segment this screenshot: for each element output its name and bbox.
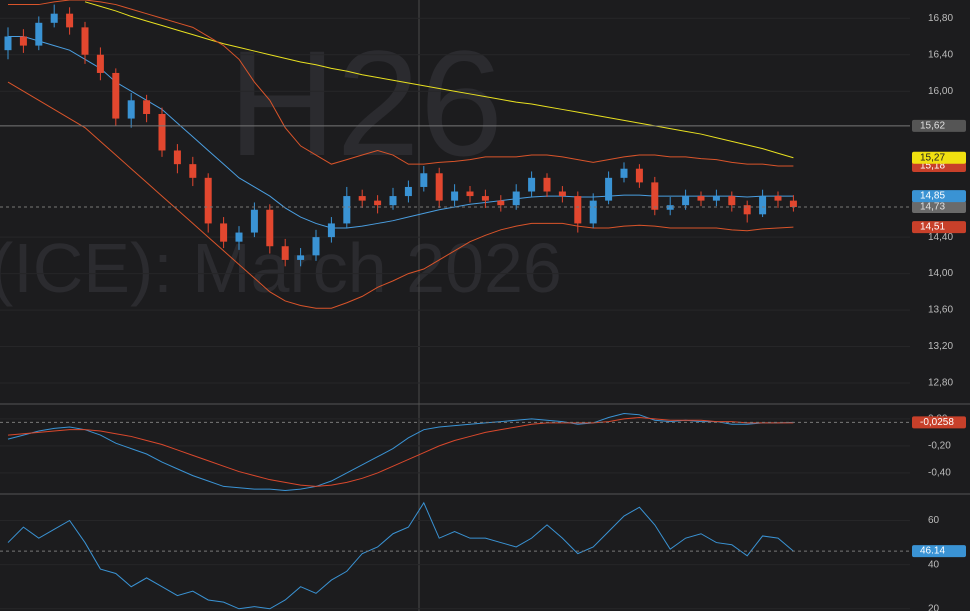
watermark: (ICE): March 2026 bbox=[0, 229, 562, 307]
candle-body bbox=[173, 150, 181, 165]
candle-body bbox=[605, 177, 613, 201]
candle-body bbox=[127, 100, 135, 119]
y-tick-label: 13,20 bbox=[928, 341, 953, 352]
price-marker-label: 14,73 bbox=[920, 202, 945, 213]
y-tick-label: 16,40 bbox=[928, 49, 953, 60]
price-marker bbox=[912, 201, 966, 214]
indicator-line bbox=[7, 501, 794, 610]
candle-body bbox=[204, 177, 212, 224]
y-tick-label: 20 bbox=[928, 603, 940, 611]
indicator-line bbox=[8, 0, 794, 167]
price-marker-label: 14,51 bbox=[920, 222, 945, 233]
candle-body bbox=[343, 196, 351, 224]
y-tick-label: -0,20 bbox=[928, 441, 951, 452]
candle-body bbox=[35, 22, 43, 46]
candle-body bbox=[574, 196, 582, 224]
indicator-line bbox=[7, 81, 794, 309]
candle-body bbox=[635, 168, 643, 183]
price-marker bbox=[912, 545, 966, 558]
candle-body bbox=[420, 173, 428, 187]
candle-body bbox=[66, 13, 74, 28]
indicator-line bbox=[7, 417, 794, 487]
candle-body bbox=[4, 36, 12, 51]
candle-body bbox=[666, 205, 674, 210]
candle-body bbox=[451, 191, 459, 201]
candle-body bbox=[266, 209, 274, 247]
candle-body bbox=[682, 196, 690, 206]
candle-body bbox=[358, 196, 366, 201]
candle-body bbox=[235, 232, 243, 242]
candle-body bbox=[620, 168, 628, 178]
candle-body bbox=[312, 237, 320, 256]
y-tick-label: 60 bbox=[928, 515, 940, 526]
candle-body bbox=[281, 246, 289, 260]
y-tick-label: -0,40 bbox=[928, 468, 951, 479]
price-marker-label: 46.14 bbox=[920, 546, 945, 557]
y-tick-label: 14,00 bbox=[928, 268, 953, 279]
price-marker bbox=[912, 151, 966, 164]
candle-body bbox=[374, 200, 382, 206]
candle-body bbox=[728, 196, 736, 206]
candle-body bbox=[558, 191, 566, 197]
candle-body bbox=[19, 36, 27, 46]
candle-body bbox=[759, 196, 767, 215]
price-marker bbox=[912, 221, 966, 234]
candle-body bbox=[497, 200, 505, 206]
candle-body bbox=[220, 223, 228, 242]
candle-body bbox=[774, 196, 782, 201]
candle-body bbox=[81, 27, 89, 55]
candle-body bbox=[112, 72, 120, 119]
price-marker-label: 15,18 bbox=[920, 161, 945, 172]
candle-body bbox=[543, 177, 551, 192]
candle-body bbox=[435, 173, 443, 201]
price-marker bbox=[912, 119, 966, 132]
y-tick-label: 16,00 bbox=[928, 86, 953, 97]
price-marker-label: 14,85 bbox=[920, 191, 945, 202]
indicator-line bbox=[7, 412, 794, 491]
candle-body bbox=[389, 196, 397, 206]
candle-body bbox=[651, 182, 659, 210]
indicator-line bbox=[84, 1, 794, 159]
price-marker-label: 15,27 bbox=[920, 152, 945, 163]
price-marker-label: 15,62 bbox=[920, 120, 945, 131]
candle-body bbox=[712, 196, 720, 201]
candle-body bbox=[143, 100, 151, 114]
price-marker-label: -0,0258 bbox=[920, 417, 954, 428]
candle-body bbox=[512, 191, 520, 206]
indicator-line bbox=[8, 35, 794, 229]
y-tick-label: 12,80 bbox=[928, 378, 953, 389]
candle-body bbox=[743, 205, 751, 215]
candle-body bbox=[481, 196, 489, 201]
y-tick-label: 40 bbox=[928, 559, 940, 570]
candle-body bbox=[528, 177, 536, 192]
y-tick-label: 16,80 bbox=[928, 13, 953, 24]
candle-body bbox=[96, 54, 104, 73]
candle-body bbox=[466, 191, 474, 197]
y-tick-label: 13,60 bbox=[928, 305, 953, 316]
candle-body bbox=[250, 209, 258, 233]
candle-body bbox=[158, 113, 166, 151]
candle-body bbox=[789, 200, 797, 208]
price-marker bbox=[912, 190, 966, 203]
candle-body bbox=[189, 164, 197, 178]
candle-body bbox=[50, 13, 58, 23]
watermark: H26 bbox=[228, 19, 503, 187]
candle-body bbox=[297, 255, 305, 260]
candle-body bbox=[404, 186, 412, 197]
candle-body bbox=[589, 200, 597, 224]
y-tick-label: 14,40 bbox=[928, 232, 953, 243]
price-marker bbox=[912, 416, 966, 429]
candle-body bbox=[327, 223, 335, 238]
candle-body bbox=[697, 196, 705, 201]
